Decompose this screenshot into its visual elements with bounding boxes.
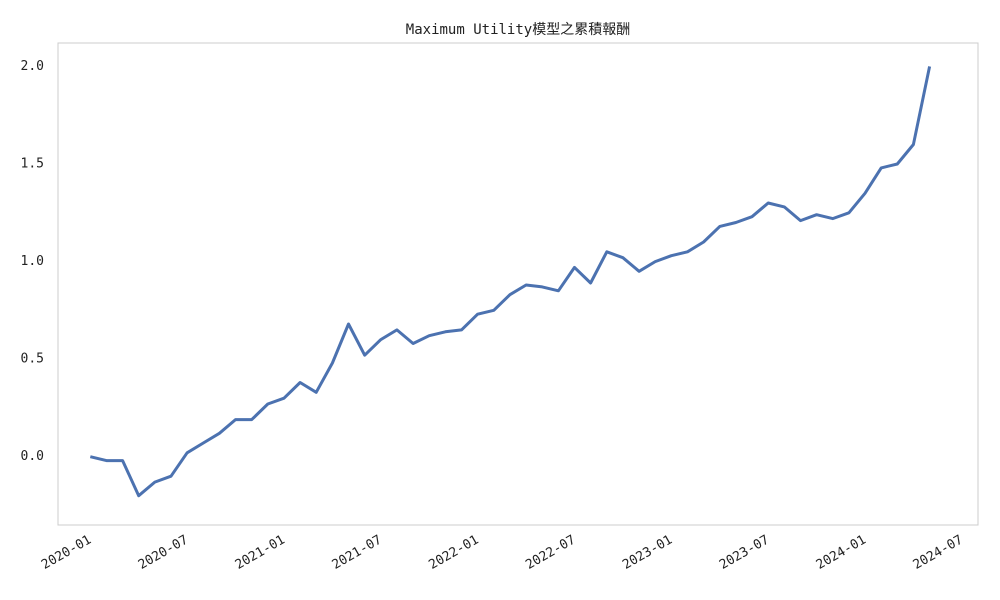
y-tick-label: 2.0: [21, 59, 44, 74]
y-tick-label: 1.0: [21, 254, 44, 269]
x-tick-label: 2024-01: [814, 533, 869, 573]
x-tick-label: 2020-07: [136, 533, 191, 573]
x-tick-label: 2021-01: [233, 533, 288, 573]
y-tick-label: 0.5: [21, 352, 44, 367]
x-tick-label: 2024-07: [911, 533, 966, 573]
y-tick-label: 0.0: [21, 449, 44, 464]
chart-title: Maximum Utility模型之累積報酬: [406, 22, 630, 38]
x-tick-label: 2023-01: [620, 533, 675, 573]
x-tick-label: 2022-07: [523, 533, 578, 573]
x-tick-label: 2021-07: [330, 533, 385, 573]
x-tick-label: 2023-07: [717, 533, 772, 573]
x-tick-label: 2022-01: [426, 533, 481, 573]
y-tick-label: 1.5: [21, 156, 44, 171]
plot-frame: [57, 42, 979, 526]
x-tick-label: 2020-01: [39, 533, 94, 573]
series-line: [89, 66, 932, 498]
